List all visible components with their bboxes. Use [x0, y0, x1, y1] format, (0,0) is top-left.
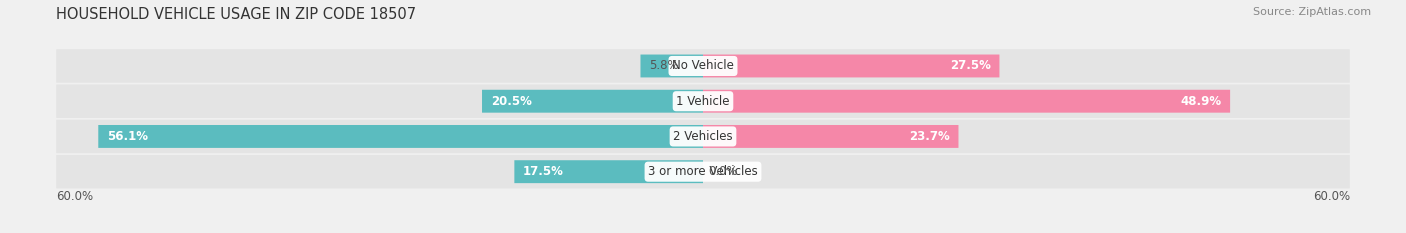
Text: HOUSEHOLD VEHICLE USAGE IN ZIP CODE 18507: HOUSEHOLD VEHICLE USAGE IN ZIP CODE 1850… [56, 7, 416, 22]
Text: Source: ZipAtlas.com: Source: ZipAtlas.com [1253, 7, 1371, 17]
FancyBboxPatch shape [703, 55, 1000, 77]
Text: 56.1%: 56.1% [107, 130, 148, 143]
FancyBboxPatch shape [56, 49, 1350, 83]
FancyBboxPatch shape [56, 155, 1350, 188]
FancyBboxPatch shape [98, 125, 703, 148]
Text: 3 or more Vehicles: 3 or more Vehicles [648, 165, 758, 178]
FancyBboxPatch shape [482, 90, 703, 113]
Text: 60.0%: 60.0% [56, 190, 93, 203]
Text: 60.0%: 60.0% [1313, 190, 1350, 203]
Text: 17.5%: 17.5% [523, 165, 564, 178]
FancyBboxPatch shape [56, 120, 1350, 153]
Text: 23.7%: 23.7% [910, 130, 950, 143]
Text: 2 Vehicles: 2 Vehicles [673, 130, 733, 143]
FancyBboxPatch shape [56, 85, 1350, 118]
FancyBboxPatch shape [703, 90, 1230, 113]
Text: 48.9%: 48.9% [1181, 95, 1222, 108]
FancyBboxPatch shape [641, 55, 703, 77]
FancyBboxPatch shape [703, 125, 959, 148]
Text: 20.5%: 20.5% [491, 95, 531, 108]
Text: 5.8%: 5.8% [650, 59, 679, 72]
Text: No Vehicle: No Vehicle [672, 59, 734, 72]
Text: 1 Vehicle: 1 Vehicle [676, 95, 730, 108]
Text: 27.5%: 27.5% [950, 59, 991, 72]
Text: 0.0%: 0.0% [709, 165, 738, 178]
FancyBboxPatch shape [515, 160, 703, 183]
